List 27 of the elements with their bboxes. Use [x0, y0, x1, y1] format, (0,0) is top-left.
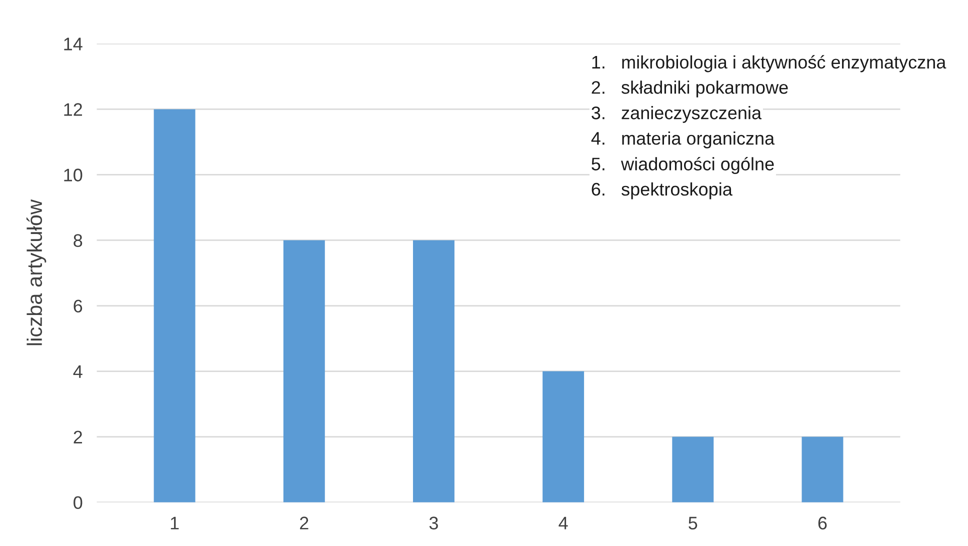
- annotation: 6. spektroskopia: [592, 182, 732, 200]
- y-tick-label: 14: [64, 38, 82, 50]
- annotation: 3. zanieczyszczenia: [592, 106, 762, 123]
- y-tick-label: 12: [64, 103, 82, 116]
- y-tick-label: 6: [74, 300, 82, 312]
- bar: [542, 371, 584, 502]
- x-tick-label: 2: [300, 516, 308, 530]
- y-tick-label: 10: [64, 168, 82, 182]
- bar: [283, 240, 325, 502]
- annotation: 2. składniki pokarmowe: [592, 80, 788, 98]
- bar: [802, 436, 844, 502]
- x-tick-label: 6: [818, 516, 827, 530]
- y-tick-label: 8: [74, 234, 82, 247]
- x-tick-label: 3: [429, 516, 438, 530]
- y-tick-label: 4: [73, 365, 82, 378]
- annotation: 4. materia organiczna: [591, 132, 775, 148]
- y-tick-label: 0: [74, 496, 82, 510]
- annotation: 1. mikrobiologia i aktywność enzymatyczna: [592, 55, 946, 72]
- bar: [154, 109, 196, 502]
- bar: [672, 436, 714, 502]
- y-tick-label: 2: [74, 430, 82, 444]
- bar: [412, 240, 454, 502]
- y-axis-title: liczba artykułów: [26, 199, 46, 346]
- x-tick-label: 4: [558, 516, 568, 530]
- annotation: 5. wiadomości ogólne: [592, 156, 774, 174]
- x-tick-label: 5: [688, 516, 698, 530]
- x-tick-label: 1: [170, 516, 179, 530]
